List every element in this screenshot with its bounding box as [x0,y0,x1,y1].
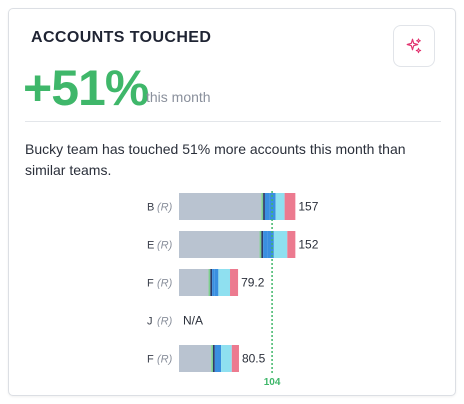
chart-row[interactable]: F (R) 80.5 [147,345,266,372]
bar-segment [214,345,218,372]
chart-row[interactable]: J (R) N/A [147,314,203,328]
bar-segment [218,269,231,296]
card-title: ACCOUNTS TOUCHED [31,29,212,46]
row-name-label: F [147,278,154,290]
row-tag-label: (R) [157,240,173,252]
bar-segment [264,193,270,220]
summary-text: Bucky team has touched 51% more accounts… [25,141,406,178]
bar-segment [287,231,296,258]
row-tag-label: (R) [157,202,173,214]
divider [25,121,441,122]
row-name-label: J [147,316,153,328]
row-name-label: B [147,202,154,214]
bar-segment [261,193,264,220]
bar-segment [261,231,264,258]
big-metric-period: this month [146,89,211,105]
bar-segment [179,345,212,372]
bar-value-label: 152 [298,238,318,252]
sparkles-icon [406,38,422,54]
bar-segment [221,345,232,372]
row-name-label: E [147,240,154,252]
bar-segment [179,231,260,258]
row-tag-label: (R) [157,278,173,290]
bar-segment [263,193,265,220]
chart-row[interactable]: E (R) 152 [147,231,319,258]
bar-segment [179,269,209,296]
bar-segment [208,269,211,296]
bar-segment [231,345,239,372]
chart-row[interactable]: F (R) 79.2 [147,269,265,296]
bar-segment [259,231,262,258]
row-name-label: F [147,354,154,366]
big-metric-value: +51% [23,60,149,116]
bar-segment [213,345,215,372]
row-tag-label: (R) [157,316,173,328]
bar-segment [210,269,213,296]
average-reference-label: 104 [264,377,281,388]
ai-insights-button[interactable] [393,25,435,67]
bar-segment [214,269,219,296]
bar-value-label: N/A [183,314,203,328]
bar-segment [179,193,262,220]
bar-segment [284,193,296,220]
bar-segment [267,231,274,258]
bar-segment [263,231,268,258]
bar-value-label: 157 [298,200,318,214]
bar-segment [211,345,214,372]
bar-value-label: 79.2 [241,276,265,290]
row-tag-label: (R) [157,354,173,366]
bar-segment [212,269,215,296]
bar-value-label: 80.5 [242,352,266,366]
bar-segment [269,193,276,220]
bar-segment [273,231,288,258]
bar-segment [217,345,222,372]
bar-segment [230,269,239,296]
chart-row[interactable]: B (R) 157 [147,193,319,220]
accounts-touched-card: ACCOUNTS TOUCHED +51% this month Bucky t… [8,8,456,396]
bar-segment [275,193,285,220]
